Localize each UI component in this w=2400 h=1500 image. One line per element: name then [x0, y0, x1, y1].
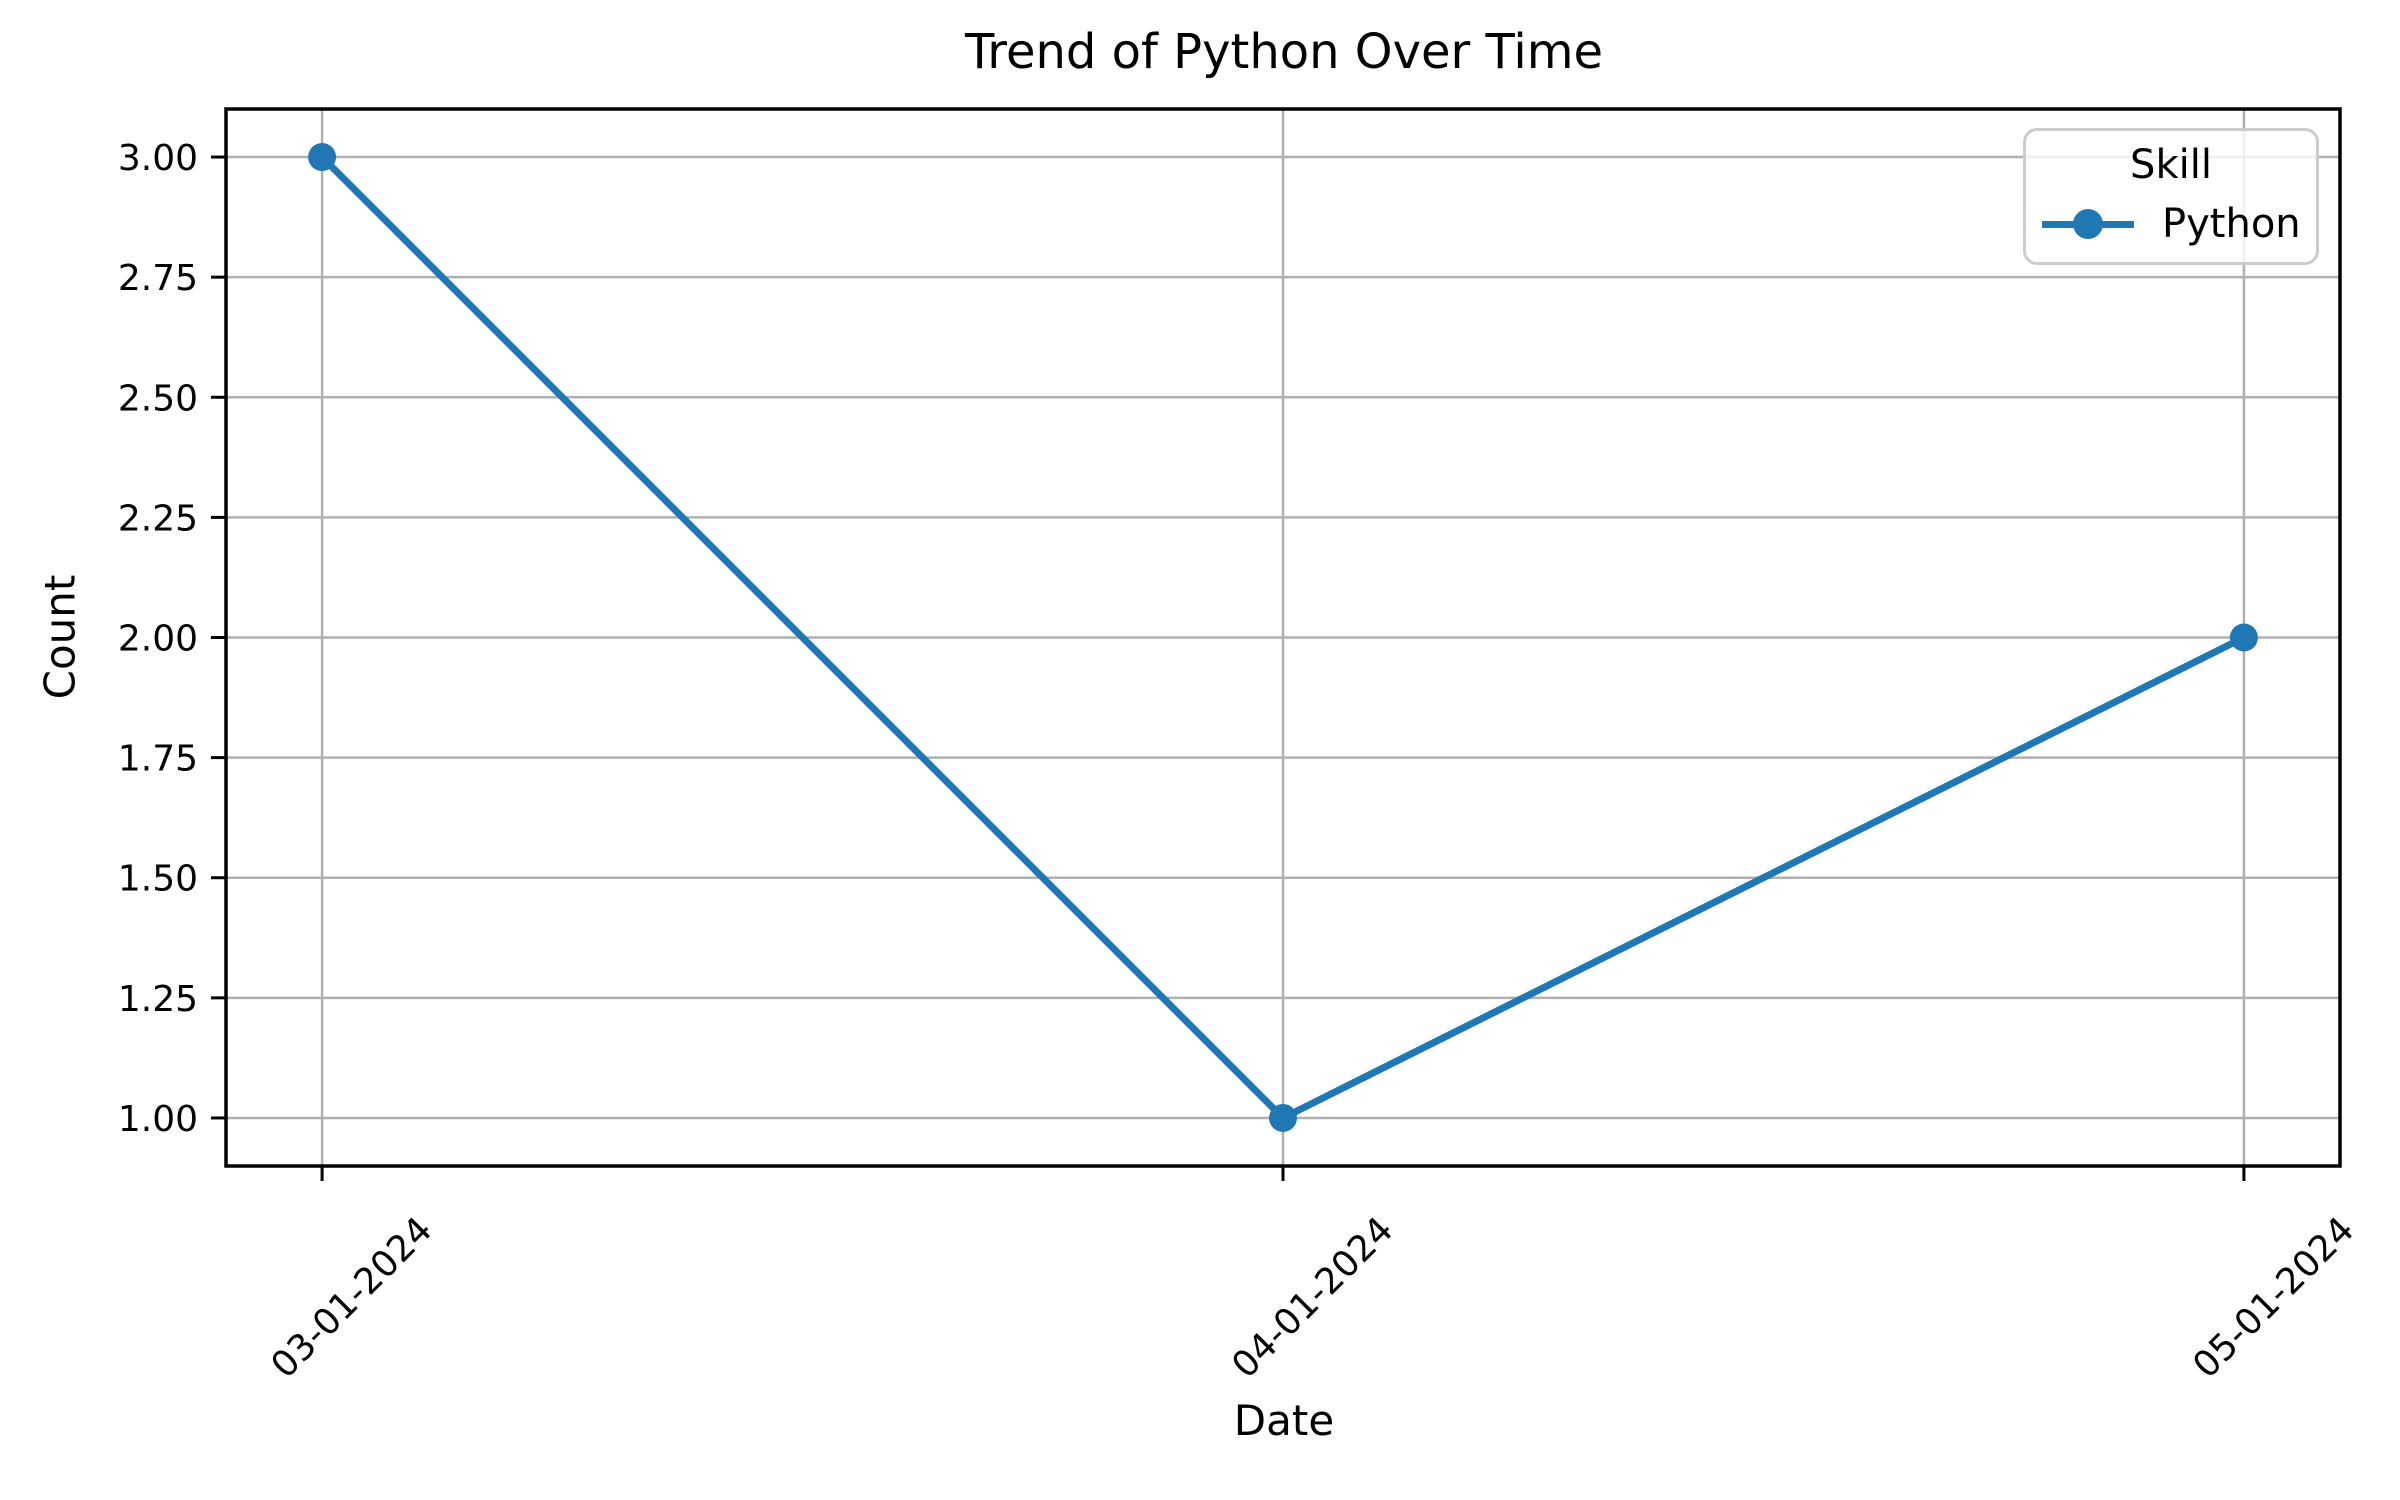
legend-item: Python	[2042, 200, 2301, 247]
legend-item-label: Python	[2162, 200, 2301, 247]
y-tick-label: 2.50	[118, 378, 198, 419]
y-tick-label: 2.00	[118, 619, 198, 660]
y-tick-label: 1.00	[118, 1099, 198, 1140]
chart-title: Trend of Python Over Time	[965, 24, 1603, 80]
y-axis-label: Count	[35, 574, 85, 700]
x-tick-label: 05-01-2024	[2185, 1209, 2362, 1386]
legend-line-marker-sample	[2042, 208, 2134, 239]
data-point-marker	[2229, 623, 2258, 652]
legend: Skill Python	[2023, 128, 2319, 265]
y-tick-label: 2.25	[118, 498, 198, 539]
y-tick-label: 3.00	[118, 138, 198, 179]
legend-marker-icon	[2073, 208, 2103, 239]
y-tick-label: 1.75	[118, 739, 198, 780]
x-tick-label: 04-01-2024	[1224, 1209, 1401, 1386]
legend-title: Skill	[2130, 141, 2212, 188]
y-tick-label: 2.75	[118, 258, 198, 299]
x-tick-label: 03-01-2024	[264, 1209, 441, 1386]
y-tick-label: 1.50	[118, 859, 198, 900]
x-axis-label: Date	[1233, 1396, 1335, 1445]
data-point-marker	[308, 143, 337, 172]
y-tick-label: 1.25	[118, 979, 198, 1020]
data-point-marker	[1269, 1103, 1297, 1132]
